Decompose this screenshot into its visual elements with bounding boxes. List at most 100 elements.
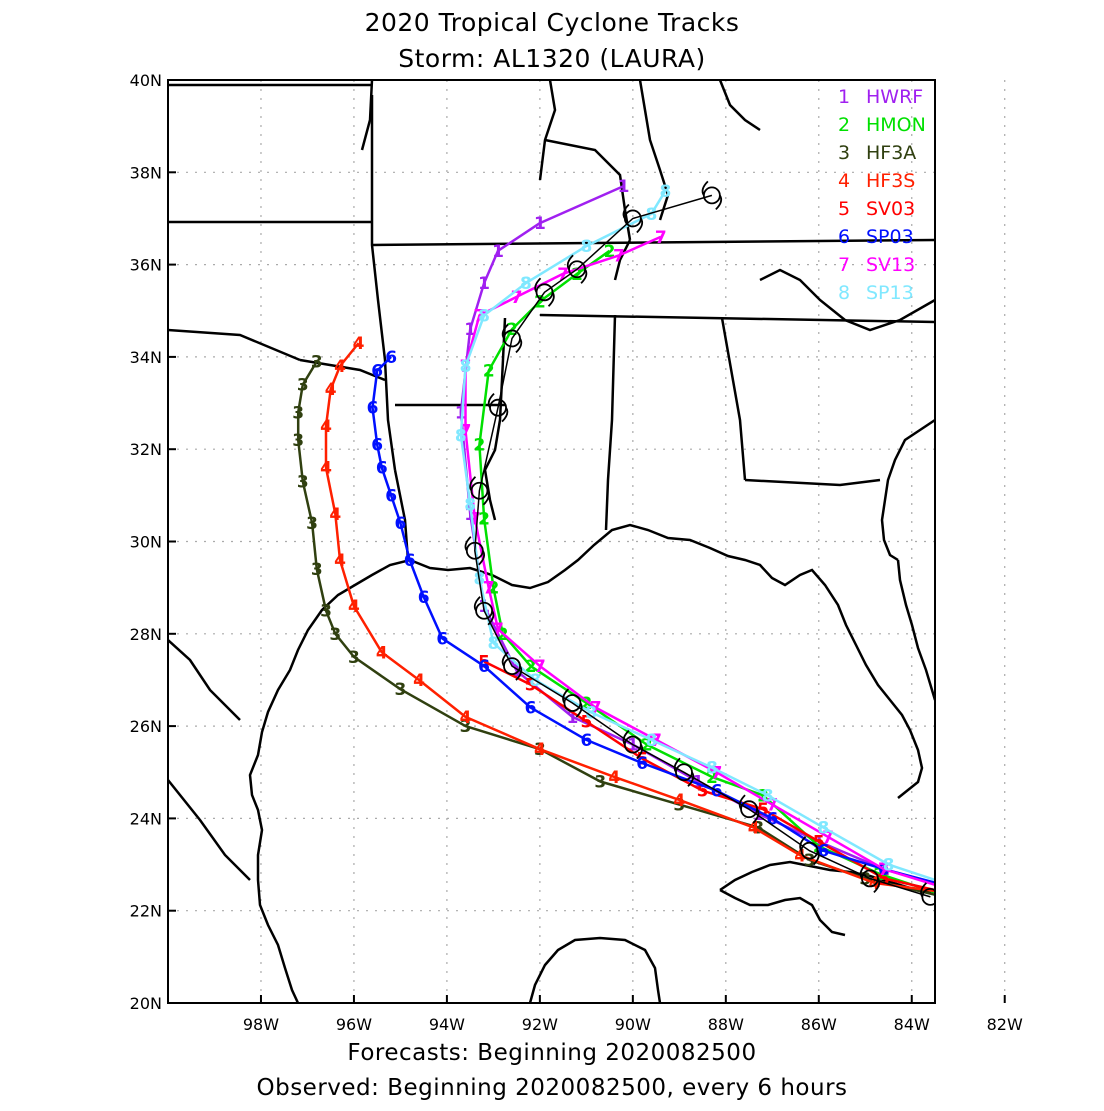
track-marker-sp03: 6 bbox=[371, 362, 383, 382]
track-marker-sp13: 8 bbox=[464, 496, 476, 516]
track-marker-sp03: 6 bbox=[525, 699, 537, 719]
legend-item-hwrf: 1 HWRF bbox=[838, 86, 923, 108]
lat-tick-label: 28N bbox=[130, 625, 162, 644]
track-marker-sp13: 8 bbox=[478, 306, 490, 326]
track-marker-sv03: 5 bbox=[525, 676, 537, 696]
track-marker-hf3s: 4 bbox=[938, 883, 950, 903]
atlantic-coast bbox=[880, 418, 935, 562]
track-marker-hf3s: 4 bbox=[348, 597, 360, 617]
track-marker-sv13: 7 bbox=[613, 246, 625, 266]
lat-tick-label: 20N bbox=[130, 994, 162, 1013]
track-marker-hwrf: 1 bbox=[464, 505, 476, 525]
chart-title: 2020 Tropical Cyclone Tracks bbox=[364, 8, 740, 37]
hurricane-symbol-arm bbox=[673, 757, 681, 773]
track-marker-sp03: 6 bbox=[766, 809, 778, 829]
observed-track bbox=[464, 180, 935, 912]
track-marker-hf3a: 3 bbox=[938, 888, 950, 908]
track-line-hf3a bbox=[296, 360, 935, 897]
hurricane-symbol-arm bbox=[515, 337, 523, 354]
lon-tick-label: 94W bbox=[429, 1015, 465, 1034]
lon-tick-label: 92W bbox=[522, 1015, 558, 1034]
track-marker-sv03: 5 bbox=[878, 869, 890, 889]
track-marker-sv13: 7 bbox=[492, 620, 504, 640]
track-marker-sp13: 8 bbox=[585, 703, 597, 723]
legend-item-sv13: 7 SV13 bbox=[838, 254, 915, 276]
track-marker-hmon: 2 bbox=[474, 436, 486, 456]
lat-tick-label: 40N bbox=[130, 71, 162, 90]
track-marker-hf3a: 3 bbox=[320, 602, 332, 622]
observed-track-line bbox=[474, 194, 931, 898]
track-marker-sp03: 6 bbox=[385, 486, 397, 506]
track-marker-hf3s: 4 bbox=[320, 459, 332, 479]
legend-item-sp13: 8 SP13 bbox=[838, 282, 914, 304]
hurricane-symbol-arm bbox=[799, 836, 807, 852]
hurricane-symbol-arm bbox=[547, 291, 555, 307]
observed-caption: Observed: Beginning 2020082500, every 6 … bbox=[256, 1075, 848, 1101]
track-marker-sv03: 5 bbox=[478, 652, 490, 672]
track-marker-sp03: 6 bbox=[436, 629, 448, 649]
track-marker-hmon: 2 bbox=[604, 242, 616, 262]
hurricane-symbol-arm bbox=[738, 794, 746, 810]
hurricane-symbol-arm bbox=[687, 771, 695, 787]
track-marker-hf3s: 4 bbox=[353, 334, 365, 354]
track-marker-sp13: 8 bbox=[938, 874, 950, 894]
track-marker-hf3s: 4 bbox=[748, 819, 760, 839]
lat-tick-label: 26N bbox=[130, 717, 162, 736]
hurricane-symbol-arm bbox=[501, 323, 509, 339]
lon-tick-label: 86W bbox=[801, 1015, 837, 1034]
hurricane-symbol-arm bbox=[478, 550, 486, 566]
legend-item-hf3a: 3 HF3A bbox=[838, 142, 916, 164]
track-marker-sp13: 8 bbox=[706, 759, 718, 779]
hurricane-symbol-arm bbox=[812, 850, 820, 866]
track-marker-sv13: 7 bbox=[655, 228, 667, 248]
track-marker-sp03: 6 bbox=[385, 348, 397, 368]
lat-tick-label: 32N bbox=[130, 440, 162, 459]
track-marker-hf3a: 3 bbox=[297, 376, 309, 396]
track-marker-hf3a: 3 bbox=[395, 680, 407, 700]
track-marker-sv13: 7 bbox=[822, 828, 834, 848]
track-marker-sv13: 7 bbox=[469, 509, 481, 529]
legend-item-hf3s: 4 HF3S bbox=[838, 170, 915, 192]
hurricane-symbol-arm bbox=[566, 254, 574, 270]
hurricane-symbol-arm bbox=[473, 596, 481, 612]
track-marker-sp03: 6 bbox=[948, 879, 960, 899]
gulf-coastline bbox=[248, 523, 924, 1003]
track-marker-hf3a: 3 bbox=[311, 560, 323, 580]
track-marker-sv13: 7 bbox=[483, 579, 495, 599]
model-legend: 1 HWRF 2 HMON 3 HF3A 4 HF3S 5 SV03 6 SP03 7 SV13 8 SP13 bbox=[838, 86, 926, 304]
hurricane-symbol-arm bbox=[580, 268, 588, 284]
track-marker-sp13: 8 bbox=[883, 856, 895, 876]
track-marker-hf3s: 4 bbox=[413, 671, 425, 691]
track-marker-hwrf: 1 bbox=[478, 274, 490, 294]
track-marker-sp13: 8 bbox=[646, 731, 658, 751]
hurricane-symbol-arm bbox=[469, 476, 477, 492]
lake-michigan bbox=[638, 80, 761, 221]
track-marker-sv13: 7 bbox=[474, 306, 486, 326]
hurricane-symbol-arm bbox=[701, 180, 709, 196]
track-marker-sp13: 8 bbox=[460, 357, 472, 377]
track-marker-hf3a: 3 bbox=[306, 514, 318, 534]
lat-tick-label: 22N bbox=[130, 902, 162, 921]
hurricane-symbol-arm bbox=[501, 651, 509, 667]
track-marker-hmon: 2 bbox=[943, 888, 955, 908]
track-marker-hmon: 2 bbox=[571, 265, 583, 285]
track-marker-hf3s: 4 bbox=[794, 846, 806, 866]
forecast-tracks: 1111111111111111222222222222222223333333… bbox=[292, 177, 960, 908]
track-marker-hf3a: 3 bbox=[752, 819, 764, 839]
track-marker-sv03: 5 bbox=[636, 749, 648, 769]
track-marker-sp03: 6 bbox=[418, 588, 430, 608]
track-marker-hf3s: 4 bbox=[673, 791, 685, 811]
track-marker-sv13: 7 bbox=[511, 288, 523, 308]
track-line-hf3s bbox=[324, 342, 935, 893]
track-marker-sv03: 5 bbox=[813, 832, 825, 852]
track-marker-sv13: 7 bbox=[557, 265, 569, 285]
lon-tick-label: 82W bbox=[987, 1015, 1023, 1034]
forecast-caption: Forecasts: Beginning 2020082500 bbox=[347, 1040, 757, 1066]
hurricane-symbol-arm bbox=[622, 729, 630, 746]
track-marker-hwrf: 1 bbox=[566, 708, 578, 728]
track-marker-hf3a: 3 bbox=[297, 473, 309, 493]
legend-item-hmon: 2 HMON bbox=[838, 114, 926, 136]
hurricane-symbol-arm bbox=[575, 702, 583, 718]
track-marker-hmon: 2 bbox=[478, 509, 490, 529]
track-marker-sv13: 7 bbox=[878, 860, 890, 880]
